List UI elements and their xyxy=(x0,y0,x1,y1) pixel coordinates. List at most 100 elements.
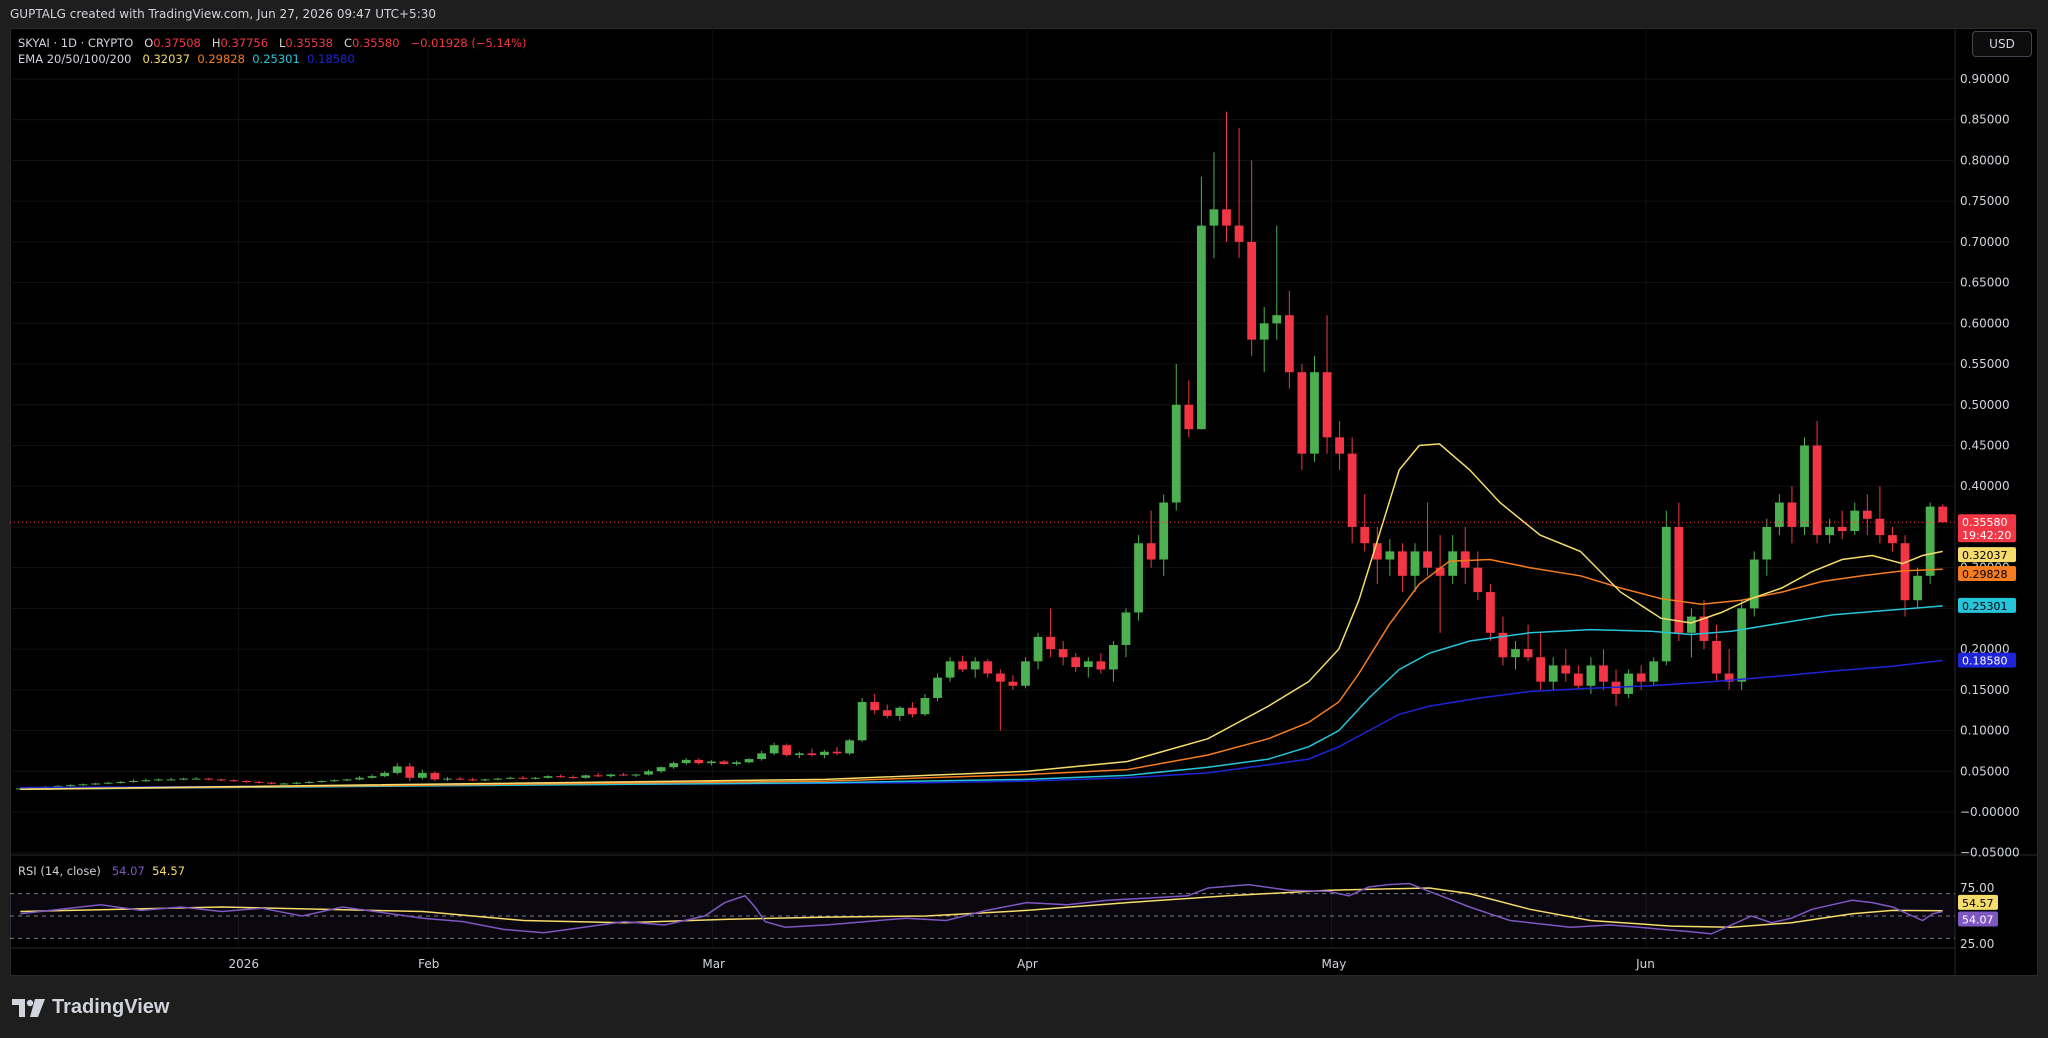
price-legend: SKYAI · 1D · CRYPTO O0.37508 H0.37756 L0… xyxy=(18,36,527,50)
close-value: 0.35580 xyxy=(351,36,400,50)
candle-up xyxy=(1687,616,1696,633)
time-tick-label: Mar xyxy=(702,957,725,971)
candle-down xyxy=(619,774,628,776)
candle-down xyxy=(1485,592,1495,633)
candle-up xyxy=(1121,612,1131,646)
candle-up xyxy=(1259,323,1269,340)
ema-label[interactable]: EMA 20/50/100/200 xyxy=(18,52,132,66)
candle-up xyxy=(191,778,201,780)
candle-up xyxy=(1410,551,1420,576)
candle-up xyxy=(1825,526,1835,536)
price-tick-label: 0.10000 xyxy=(1960,724,2010,738)
candle-up xyxy=(330,780,339,782)
candle-down xyxy=(1599,665,1608,682)
candle-down xyxy=(1046,636,1056,650)
candle-down xyxy=(204,778,214,780)
candle-up xyxy=(820,751,829,755)
candle-down xyxy=(518,777,528,779)
candle-down xyxy=(242,781,251,783)
candle-down xyxy=(1837,526,1847,532)
price-tick-label: 0.85000 xyxy=(1960,113,2010,127)
candle-down xyxy=(1058,649,1068,658)
last-price-tag-bg xyxy=(1958,514,2016,543)
candle-down xyxy=(1423,551,1432,568)
ema50-tag: 0.29828 xyxy=(1962,568,2008,581)
ema20-tag-bg xyxy=(1958,547,2016,563)
candle-down xyxy=(1284,315,1294,373)
candle-up xyxy=(154,779,163,781)
candle-down xyxy=(1335,437,1344,454)
candle-up xyxy=(669,763,679,768)
candle-down xyxy=(1787,502,1797,527)
candle-up xyxy=(1511,649,1520,658)
candle-up xyxy=(1624,673,1633,694)
candle-up xyxy=(1209,209,1219,226)
candle-up xyxy=(417,772,427,778)
candle-up xyxy=(543,776,553,778)
change-value: −0.01928 (−5.14%) xyxy=(410,36,527,50)
candle-up xyxy=(1134,543,1143,613)
chart-frame[interactable] xyxy=(10,28,2038,976)
candle-down xyxy=(832,751,842,754)
price-tick-label: 0.60000 xyxy=(1960,316,2010,330)
candle-down xyxy=(1372,543,1382,560)
candle-up xyxy=(116,781,126,783)
price-tick-label: −0.00000 xyxy=(1960,805,2020,819)
tradingview-logo-icon xyxy=(12,998,45,1017)
rsi-line xyxy=(20,882,1943,935)
price-tick-label: 0.90000 xyxy=(1960,72,2010,86)
candle-up xyxy=(794,753,804,755)
candle-up xyxy=(1159,502,1169,560)
candle-up xyxy=(1649,661,1659,682)
candle-down xyxy=(882,710,892,716)
price-tick-label: −0.05000 xyxy=(1960,846,2020,860)
candle-up xyxy=(706,761,716,764)
candle-down xyxy=(216,779,226,781)
candle-down xyxy=(983,661,993,674)
candle-up xyxy=(1774,502,1784,527)
candle-down xyxy=(1096,661,1106,670)
header-bar: GUPTALG created with TradingView.com, Ju… xyxy=(0,0,2048,28)
low-key: L xyxy=(279,36,286,50)
candle-up xyxy=(443,778,452,780)
rsi-ma-tag-bg xyxy=(1958,894,1998,910)
rsi-ma-value: 54.57 xyxy=(152,864,186,878)
candle-up xyxy=(531,777,540,779)
price-tick-label: 0.20000 xyxy=(1960,642,2010,656)
rsi-value: 54.07 xyxy=(111,864,145,878)
candle-down xyxy=(1360,526,1370,544)
rsi-band-fill xyxy=(10,893,1955,939)
currency-button[interactable]: USD xyxy=(1972,31,2032,57)
candle-down xyxy=(468,779,478,781)
candle-up xyxy=(606,774,616,777)
candle-up xyxy=(681,759,691,764)
candle-up xyxy=(141,780,151,782)
candle-down xyxy=(1674,526,1684,633)
candle-up xyxy=(166,779,176,781)
symbol-label[interactable]: SKYAI · 1D · CRYPTO xyxy=(18,36,134,50)
rsi-tick-label: 75.00 xyxy=(1960,881,1994,895)
rsi-label[interactable]: RSI (14, close) xyxy=(18,864,101,878)
candle-up xyxy=(1800,445,1809,527)
candle-up xyxy=(1196,225,1206,430)
footer xyxy=(0,976,2048,1038)
candle-up xyxy=(1548,665,1558,682)
candle-up xyxy=(631,774,641,776)
candle-up xyxy=(1310,372,1319,454)
price-tick-label: 0.75000 xyxy=(1960,194,2010,208)
candle-up xyxy=(15,788,25,790)
candle-down xyxy=(1712,640,1721,674)
price-tick-label: 0.45000 xyxy=(1960,439,2010,453)
candle-up xyxy=(1762,526,1772,560)
candle-down xyxy=(254,781,264,783)
candle-up xyxy=(845,740,854,754)
candle-up xyxy=(304,781,314,783)
chart-canvas[interactable]: 0.90000 0.85000 0.80000 0.75000 0.70000 0.650… xyxy=(10,28,2038,976)
candle-down xyxy=(1460,551,1470,568)
price-tick-label: 0.15000 xyxy=(1960,683,2010,697)
ema50-tag-bg xyxy=(1958,565,2016,581)
tradingview-logo[interactable]: TradingView xyxy=(12,996,169,1019)
candle-down xyxy=(1347,453,1357,527)
candle-up xyxy=(1737,608,1747,682)
ema100-tag-bg xyxy=(1958,597,2016,613)
